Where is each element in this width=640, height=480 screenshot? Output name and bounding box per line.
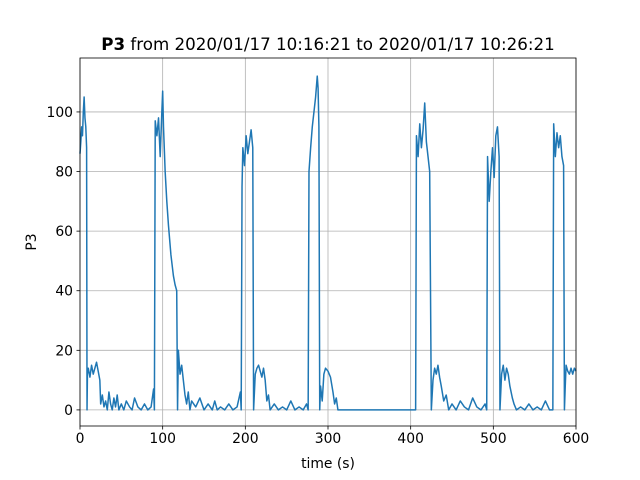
x-tick-label: 500 bbox=[480, 431, 507, 447]
y-tick-label: 20 bbox=[55, 343, 73, 359]
title-bold: P3 bbox=[101, 34, 125, 54]
x-tick-label: 600 bbox=[563, 431, 590, 447]
x-tick-label: 0 bbox=[76, 431, 85, 447]
chart-title: P3 from 2020/01/17 10:16:21 to 2020/01/1… bbox=[101, 34, 555, 54]
x-tick-label: 400 bbox=[397, 431, 424, 447]
y-tick-label: 40 bbox=[55, 284, 73, 300]
y-axis-label: P3 bbox=[24, 233, 40, 250]
y-tick-label: 100 bbox=[46, 105, 73, 121]
y-tick-label: 80 bbox=[55, 165, 73, 181]
x-axis-label: time (s) bbox=[301, 456, 355, 472]
y-tick-label: 60 bbox=[55, 224, 73, 240]
plot-frame bbox=[79, 57, 577, 427]
x-tick-label: 300 bbox=[315, 431, 342, 447]
y-tick-label: 0 bbox=[64, 403, 73, 419]
data-line bbox=[79, 75, 577, 411]
title-rest: from 2020/01/17 10:16:21 to 2020/01/17 1… bbox=[130, 34, 554, 54]
x-tick-label: 100 bbox=[149, 431, 176, 447]
x-tick-label: 200 bbox=[232, 431, 259, 447]
